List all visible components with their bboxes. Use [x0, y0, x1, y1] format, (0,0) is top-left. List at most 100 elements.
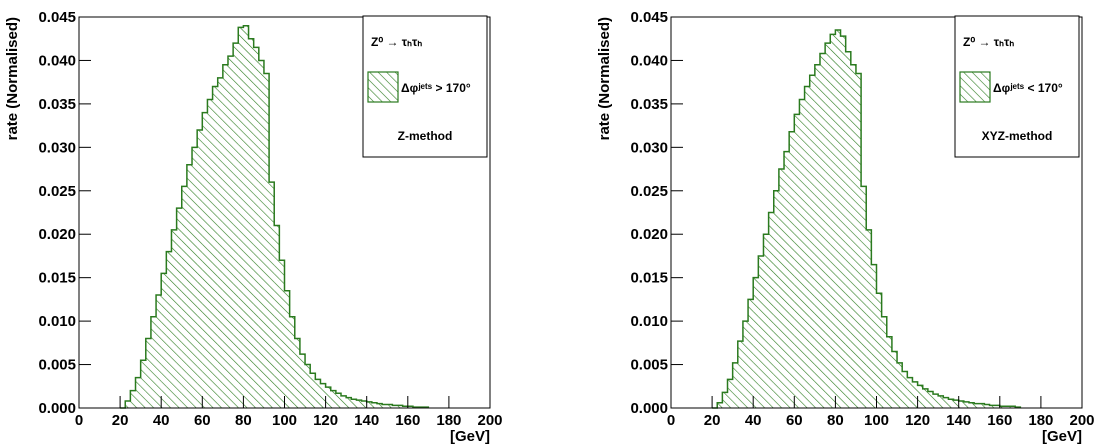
- histogram-bar: [938, 395, 944, 408]
- histogram-bar: [335, 393, 342, 408]
- y-tick-label: 0.000: [630, 400, 668, 417]
- x-tick-label: 200: [1069, 412, 1094, 429]
- histogram-bar: [346, 397, 352, 408]
- histogram-bar: [886, 336, 892, 408]
- histogram-bar: [953, 400, 959, 408]
- histogram-bar: [330, 390, 336, 408]
- histogram-bar: [1004, 406, 1011, 408]
- y-tick-label: 0.005: [630, 357, 668, 374]
- histogram-bar: [310, 373, 316, 408]
- histogram-bar: [176, 208, 182, 408]
- annotation: XYZ-method: [982, 129, 1053, 143]
- histogram-bar: [974, 403, 980, 408]
- x-tick-label: 180: [1028, 412, 1053, 429]
- histogram-bar: [320, 383, 326, 408]
- x-tick-label: 80: [235, 412, 252, 429]
- histogram-bar: [979, 403, 985, 408]
- y-tick-label: 0.010: [38, 313, 76, 330]
- histogram-bar: [269, 182, 275, 408]
- histogram-bar: [933, 394, 939, 408]
- y-tick-label: 0.030: [38, 139, 76, 156]
- histogram-bar: [166, 251, 172, 408]
- x-tick-label: 160: [987, 412, 1012, 429]
- histogram-bar: [861, 186, 867, 408]
- histogram-bar: [850, 64, 856, 409]
- histogram-bar: [907, 377, 913, 408]
- histogram-bar: [768, 212, 774, 408]
- histogram-bar: [305, 364, 311, 408]
- x-tick-label: 200: [477, 412, 502, 429]
- histogram-bar: [999, 406, 1005, 408]
- histogram-bar: [963, 401, 969, 408]
- x-tick-label: 0: [667, 412, 675, 429]
- histogram-bar: [814, 64, 820, 409]
- annotation: Z-method: [398, 129, 453, 143]
- histogram-bar: [248, 38, 254, 408]
- histogram-bar: [197, 129, 203, 408]
- histogram-bar: [289, 316, 295, 408]
- histogram-bar: [840, 36, 846, 409]
- x-tick-label: 20: [112, 412, 129, 429]
- histogram-bar: [207, 99, 213, 409]
- histogram-bar: [222, 64, 228, 409]
- histogram-bar: [181, 186, 187, 408]
- x-axis-label: [GeV]: [1042, 428, 1082, 445]
- y-tick-label: 0.025: [38, 183, 76, 200]
- histogram-bar: [279, 260, 285, 408]
- histogram-bar: [866, 229, 872, 408]
- histogram-bar: [958, 401, 964, 408]
- x-tick-label: 180: [436, 412, 461, 429]
- y-tick-label: 0.035: [630, 96, 668, 113]
- histogram-bar: [855, 73, 862, 408]
- histogram-bar: [989, 405, 995, 408]
- y-tick-label: 0.035: [38, 96, 76, 113]
- y-axis-label: rate (Normalised): [596, 17, 613, 140]
- histogram-bar: [202, 112, 208, 409]
- legend-swatch: [959, 71, 991, 103]
- histogram-bar: [927, 391, 934, 408]
- histogram-bar: [212, 86, 218, 408]
- histogram-bar: [845, 51, 851, 408]
- y-tick-label: 0.025: [630, 183, 668, 200]
- histogram-bar: [371, 402, 377, 408]
- y-tick-label: 0.030: [630, 139, 668, 156]
- histogram-bar: [917, 385, 923, 408]
- histogram-bar: [299, 354, 306, 408]
- histogram-bar: [943, 397, 949, 408]
- histogram-bar: [799, 99, 805, 409]
- histogram-bar: [192, 147, 198, 409]
- histogram-bar: [794, 114, 800, 408]
- histogram-bar: [732, 362, 738, 408]
- histogram-bar: [351, 399, 357, 408]
- legend-entry: Δφʲᵉᵗˢ > 170°: [401, 81, 471, 95]
- histogram-bar: [778, 169, 785, 408]
- y-tick-label: 0.020: [630, 226, 668, 243]
- histogram-bar: [819, 53, 826, 408]
- histogram-bar: [274, 225, 280, 408]
- histogram-bar: [325, 387, 331, 408]
- histogram-bar: [315, 379, 321, 408]
- histogram-bar: [125, 401, 131, 408]
- histogram-bar: [217, 77, 223, 409]
- histogram-bar: [784, 151, 790, 408]
- histogram-bar: [150, 316, 157, 408]
- y-tick-label: 0.020: [38, 226, 76, 243]
- histogram-bar: [243, 25, 249, 408]
- histogram-bar: [186, 164, 193, 408]
- histogram-bar: [130, 390, 136, 408]
- y-tick-label: 0.015: [38, 270, 76, 287]
- y-tick-label: 0.045: [38, 9, 76, 26]
- histogram-bar: [263, 73, 270, 408]
- histogram-bar: [156, 295, 162, 408]
- histogram-bar: [984, 404, 990, 408]
- y-tick-label: 0.000: [38, 400, 76, 417]
- histogram-bar: [382, 404, 388, 408]
- x-tick-label: 0: [75, 412, 83, 429]
- histogram-bar: [912, 381, 918, 408]
- histogram-bar: [727, 379, 733, 408]
- histogram-bar: [758, 255, 764, 408]
- histogram-bar: [742, 321, 749, 408]
- histogram-bar: [397, 405, 403, 408]
- histogram-bar: [140, 360, 146, 408]
- histogram-bar: [722, 392, 728, 408]
